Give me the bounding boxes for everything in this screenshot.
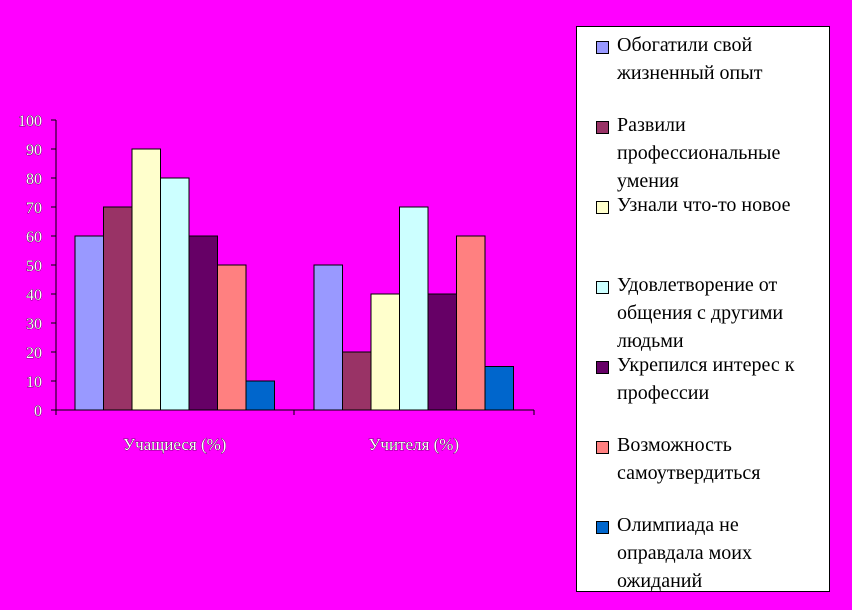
legend-swatch [596, 201, 609, 214]
bars [74, 148, 514, 411]
bar [456, 235, 486, 411]
bar [484, 366, 514, 411]
y-tick-label: 30 [26, 316, 42, 333]
y-tick-label: 100 [18, 113, 42, 130]
legend-label: Узнали что-то новое [617, 194, 791, 216]
y-tick-label: 80 [26, 171, 42, 188]
bar [131, 148, 161, 411]
legend-swatch [596, 361, 609, 374]
legend-label: Укрепился интерес к профессии [617, 354, 795, 404]
bar [217, 264, 247, 411]
legend-swatch [596, 441, 609, 454]
bar [245, 380, 275, 411]
legend-swatch [596, 521, 609, 534]
x-axis-categories: Учащиеся (%) Учителя (%) [123, 435, 460, 455]
x-category-label: Учителя (%) [368, 435, 459, 454]
bar [399, 206, 429, 411]
bar [188, 235, 218, 411]
legend-label: Развили профессиональные умения [617, 114, 781, 192]
legend-label: Удовлетворение от общения с другими людь… [617, 274, 784, 352]
legend-swatch [596, 121, 609, 134]
y-tick-label: 10 [26, 374, 42, 391]
y-tick-label: 20 [26, 345, 42, 362]
y-tick-label: 90 [26, 142, 42, 159]
legend-label: Возможность самоутвердиться [617, 434, 761, 484]
legend-label: Олимпиада не оправдала моих ожиданий [617, 514, 752, 592]
bar [103, 206, 133, 411]
legend-swatch [596, 41, 609, 54]
y-tick-label: 0 [34, 403, 42, 420]
legend-label: Обогатили свой жизненный опыт [617, 34, 763, 84]
bar [342, 351, 372, 411]
y-tick-label: 70 [26, 200, 42, 217]
bar [370, 293, 400, 411]
bar [427, 293, 457, 411]
y-axis-ticks: 0 10 20 30 40 50 60 70 80 90 100 [18, 113, 535, 420]
bar [160, 177, 190, 411]
y-tick-label: 50 [26, 258, 42, 275]
x-category-label: Учащиеся (%) [123, 435, 226, 454]
y-tick-label: 40 [26, 287, 42, 304]
y-tick-label: 60 [26, 229, 42, 246]
legend: Обогатили свой жизненный опыт Развили про… [576, 26, 830, 592]
legend-swatch [596, 281, 609, 294]
bar [313, 264, 343, 411]
bar [74, 235, 104, 411]
